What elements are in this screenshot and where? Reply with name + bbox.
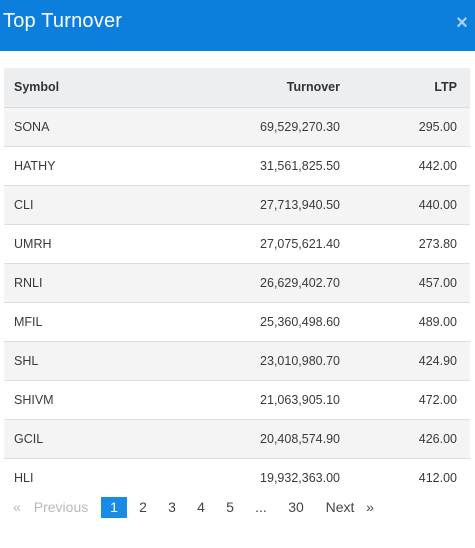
table-row[interactable]: UMRH 27,075,621.40 273.80	[4, 224, 470, 263]
turnover-table: Symbol Turnover LTP SONA 69,529,270.30 295…	[4, 68, 470, 497]
table-row[interactable]: SHL 23,010,980.70 424.90	[4, 341, 470, 380]
pagination: « Previous 1 2 3 4 5 ... 30 Next »	[0, 497, 475, 519]
ltp-cell: 426.00	[418, 431, 457, 446]
table-row[interactable]: HATHY 31,561,825.50 442.00	[4, 146, 470, 185]
turnover-cell: 25,360,498.60	[260, 314, 340, 329]
table-row[interactable]: SHIVM 21,063,905.10 472.00	[4, 380, 470, 419]
symbol-cell[interactable]: CLI	[14, 197, 34, 212]
table-row[interactable]: MFIL 25,360,498.60 489.00	[4, 302, 470, 341]
close-icon[interactable]: ×	[456, 12, 468, 34]
page-2-button[interactable]: 2	[139, 499, 147, 515]
table-row[interactable]: SONA 69,529,270.30 295.00	[4, 107, 470, 146]
ltp-cell: 424.90	[418, 353, 457, 368]
symbol-cell[interactable]: GCIL	[14, 431, 44, 446]
symbol-cell[interactable]: RNLI	[14, 275, 43, 290]
symbol-cell[interactable]: SHIVM	[14, 392, 54, 407]
table-row[interactable]: HLI 19,932,363.00 412.00	[4, 458, 470, 497]
previous-button[interactable]: Previous	[33, 499, 89, 515]
page-3-button[interactable]: 3	[168, 499, 176, 515]
symbol-cell[interactable]: HATHY	[14, 158, 56, 173]
turnover-cell: 69,529,270.30	[260, 119, 340, 134]
turnover-cell: 21,063,905.10	[260, 392, 340, 407]
ltp-cell: 295.00	[418, 119, 457, 134]
ltp-cell: 412.00	[418, 470, 457, 485]
ltp-cell: 457.00	[418, 275, 457, 290]
turnover-cell: 31,561,825.50	[260, 158, 340, 173]
column-header-symbol[interactable]: Symbol	[4, 68, 164, 108]
ltp-cell: 440.00	[418, 197, 457, 212]
ltp-cell: 273.80	[418, 236, 457, 251]
turnover-cell: 23,010,980.70	[260, 353, 340, 368]
ltp-cell: 442.00	[418, 158, 457, 173]
page-5-button[interactable]: 5	[226, 499, 234, 515]
table-row[interactable]: CLI 27,713,940.50 440.00	[4, 185, 470, 224]
modal-title: Top Turnover	[3, 10, 123, 32]
page-4-button[interactable]: 4	[197, 499, 205, 515]
symbol-cell[interactable]: HLI	[14, 470, 34, 485]
next-button[interactable]: Next	[325, 499, 355, 515]
pagination-ellipsis: ...	[255, 499, 267, 515]
table-row[interactable]: RNLI 26,629,402.70 457.00	[4, 263, 470, 302]
symbol-cell[interactable]: SHL	[14, 353, 39, 368]
turnover-cell: 19,932,363.00	[260, 470, 340, 485]
ltp-cell: 489.00	[418, 314, 457, 329]
modal-header: Top Turnover ×	[0, 0, 475, 51]
next-arrow-icon[interactable]: »	[366, 499, 374, 515]
symbol-cell[interactable]: MFIL	[14, 314, 43, 329]
turnover-cell: 27,075,621.40	[260, 236, 340, 251]
symbol-cell[interactable]: SONA	[14, 119, 50, 134]
page-1-button[interactable]: 1	[101, 497, 127, 518]
turnover-cell: 26,629,402.70	[260, 275, 340, 290]
turnover-cell: 27,713,940.50	[260, 197, 340, 212]
ltp-cell: 472.00	[418, 392, 457, 407]
column-header-turnover[interactable]: Turnover	[164, 68, 340, 108]
previous-arrow-icon: «	[13, 499, 21, 515]
page-30-button[interactable]: 30	[288, 499, 304, 515]
symbol-cell[interactable]: UMRH	[14, 236, 52, 251]
turnover-cell: 20,408,574.90	[260, 431, 340, 446]
table-header-row: Symbol Turnover LTP	[4, 68, 470, 108]
table-row[interactable]: GCIL 20,408,574.90 426.00	[4, 419, 470, 458]
column-header-ltp[interactable]: LTP	[340, 68, 470, 108]
